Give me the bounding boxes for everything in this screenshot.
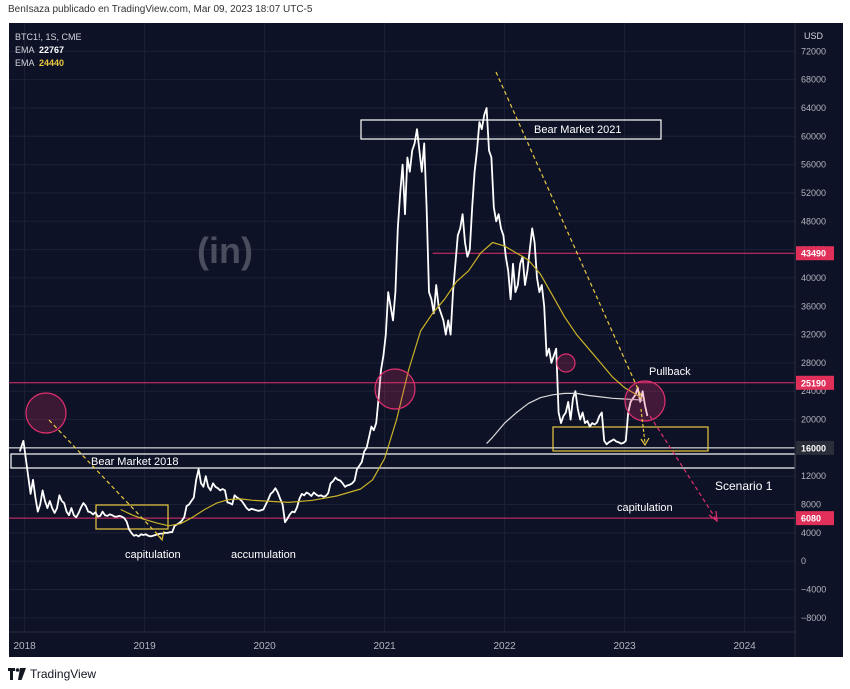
watermark-text: (in) bbox=[197, 230, 253, 271]
y-tick-label: 32000 bbox=[801, 330, 826, 340]
x-tick-label: 2022 bbox=[493, 641, 516, 652]
level-tag-25190: 25190 bbox=[801, 378, 826, 388]
level-tag-16000: 16000 bbox=[801, 443, 826, 453]
y-tick-label: 8000 bbox=[801, 500, 821, 510]
x-axis[interactable]: 2018 2019 2020 2021 2022 2023 2024 bbox=[9, 631, 795, 652]
box-support-zone-2022 bbox=[552, 426, 709, 452]
y-tick-label: 40000 bbox=[801, 273, 826, 283]
x-tick-label: 2020 bbox=[253, 641, 276, 652]
arrow-head-pullback-short bbox=[640, 437, 650, 447]
y-tick-label: 36000 bbox=[801, 301, 826, 311]
series-ema-white bbox=[486, 392, 643, 445]
legend: BTC1!, 1S, CME EMA 22767 EMA 24440 bbox=[15, 32, 82, 68]
y-tick-label: −8000 bbox=[801, 613, 826, 623]
arrow-head-scenario-1 bbox=[708, 510, 718, 523]
y-tick-label: 64000 bbox=[801, 103, 826, 113]
circle-2022-drop bbox=[556, 353, 576, 373]
level-tag-bg-43490 bbox=[796, 246, 834, 261]
y-tick-label: −4000 bbox=[801, 585, 826, 595]
level-tag-bg-6080 bbox=[796, 511, 834, 526]
y-tick-label: 68000 bbox=[801, 75, 826, 85]
label-accumulation: accumulation bbox=[231, 549, 296, 561]
annotation-labels: Bear Market 2021 Bear Market 2018 Pullba… bbox=[91, 124, 773, 561]
label-pullback: Pullback bbox=[649, 366, 691, 378]
box-support-zone-2018 bbox=[95, 504, 169, 530]
chart-panel[interactable]: (in) 72000 68000 64000 60000 56000 52000 48000… bbox=[9, 23, 843, 657]
circle-pullback bbox=[624, 380, 666, 422]
label-capitulation-right: capitulation bbox=[617, 502, 673, 514]
y-tick-label: 28000 bbox=[801, 358, 826, 368]
attribution-text: BenIsaza publicado en TradingView.com, M… bbox=[8, 4, 313, 15]
arrow-capitulation-2018 bbox=[48, 419, 162, 539]
label-bear-market-2021: Bear Market 2021 bbox=[534, 124, 621, 136]
y-tick-label: 52000 bbox=[801, 188, 826, 198]
y-tick-label: 60000 bbox=[801, 131, 826, 141]
circle-2018-top bbox=[25, 392, 67, 434]
price-chart[interactable]: (in) 72000 68000 64000 60000 56000 52000 48000… bbox=[9, 23, 843, 657]
arrow-head-capitulation-2018 bbox=[155, 530, 165, 542]
y-tick-label: 20000 bbox=[801, 415, 826, 425]
plot-background bbox=[9, 23, 843, 657]
y-tick-label: 48000 bbox=[801, 216, 826, 226]
legend-symbol: BTC1!, 1S, CME bbox=[15, 32, 82, 42]
legend-ema1-label: EMA bbox=[15, 45, 35, 55]
trendline-dashed bbox=[495, 71, 643, 399]
y-tick-label: 0 bbox=[801, 556, 806, 566]
x-tick-label: 2021 bbox=[373, 641, 396, 652]
y-axis-title: USD bbox=[804, 31, 824, 41]
box-bear-market-2021 bbox=[360, 119, 662, 140]
level-price-tags: 43490 25190 16000 6080 bbox=[796, 246, 834, 526]
y-tick-label: 72000 bbox=[801, 46, 826, 56]
arrow-scenario-1 bbox=[649, 415, 717, 520]
y-tick-label: 56000 bbox=[801, 160, 826, 170]
level-tag-6080: 6080 bbox=[801, 514, 821, 524]
y-tick-label: 4000 bbox=[801, 528, 821, 538]
footer-brand[interactable]: TradingView bbox=[8, 667, 96, 681]
legend-ema1-value: 22767 bbox=[39, 45, 64, 55]
level-tag-bg-25190 bbox=[796, 375, 834, 390]
circle-2021-breakout bbox=[374, 368, 416, 410]
series-ema-yellow bbox=[120, 241, 643, 527]
label-capitulation-left: capitulation bbox=[125, 549, 181, 561]
legend-ema2-label: EMA bbox=[15, 58, 35, 68]
tradingview-logo-icon bbox=[8, 668, 26, 680]
x-tick-label: 2023 bbox=[613, 641, 636, 652]
annotation-overlays bbox=[25, 71, 718, 542]
x-tick-label: 2019 bbox=[133, 641, 156, 652]
series-lines bbox=[18, 107, 649, 538]
y-tick-label: 24000 bbox=[801, 386, 826, 396]
x-tick-label: 2024 bbox=[733, 641, 756, 652]
footer-brand-text: TradingView bbox=[30, 667, 97, 681]
legend-ema2-value: 24440 bbox=[39, 58, 64, 68]
grid-lines bbox=[9, 23, 795, 632]
x-tick-label: 2018 bbox=[13, 641, 36, 652]
watermark-logo: (in) bbox=[197, 230, 253, 271]
series-price bbox=[18, 107, 649, 538]
label-bear-market-2018: Bear Market 2018 bbox=[91, 456, 178, 468]
label-scenario-1: Scenario 1 bbox=[715, 479, 773, 493]
level-tag-bg-16000 bbox=[796, 440, 834, 455]
arrow-pullback-short bbox=[640, 408, 646, 444]
y-tick-label: 12000 bbox=[801, 471, 826, 481]
level-tag-43490: 43490 bbox=[801, 249, 826, 259]
